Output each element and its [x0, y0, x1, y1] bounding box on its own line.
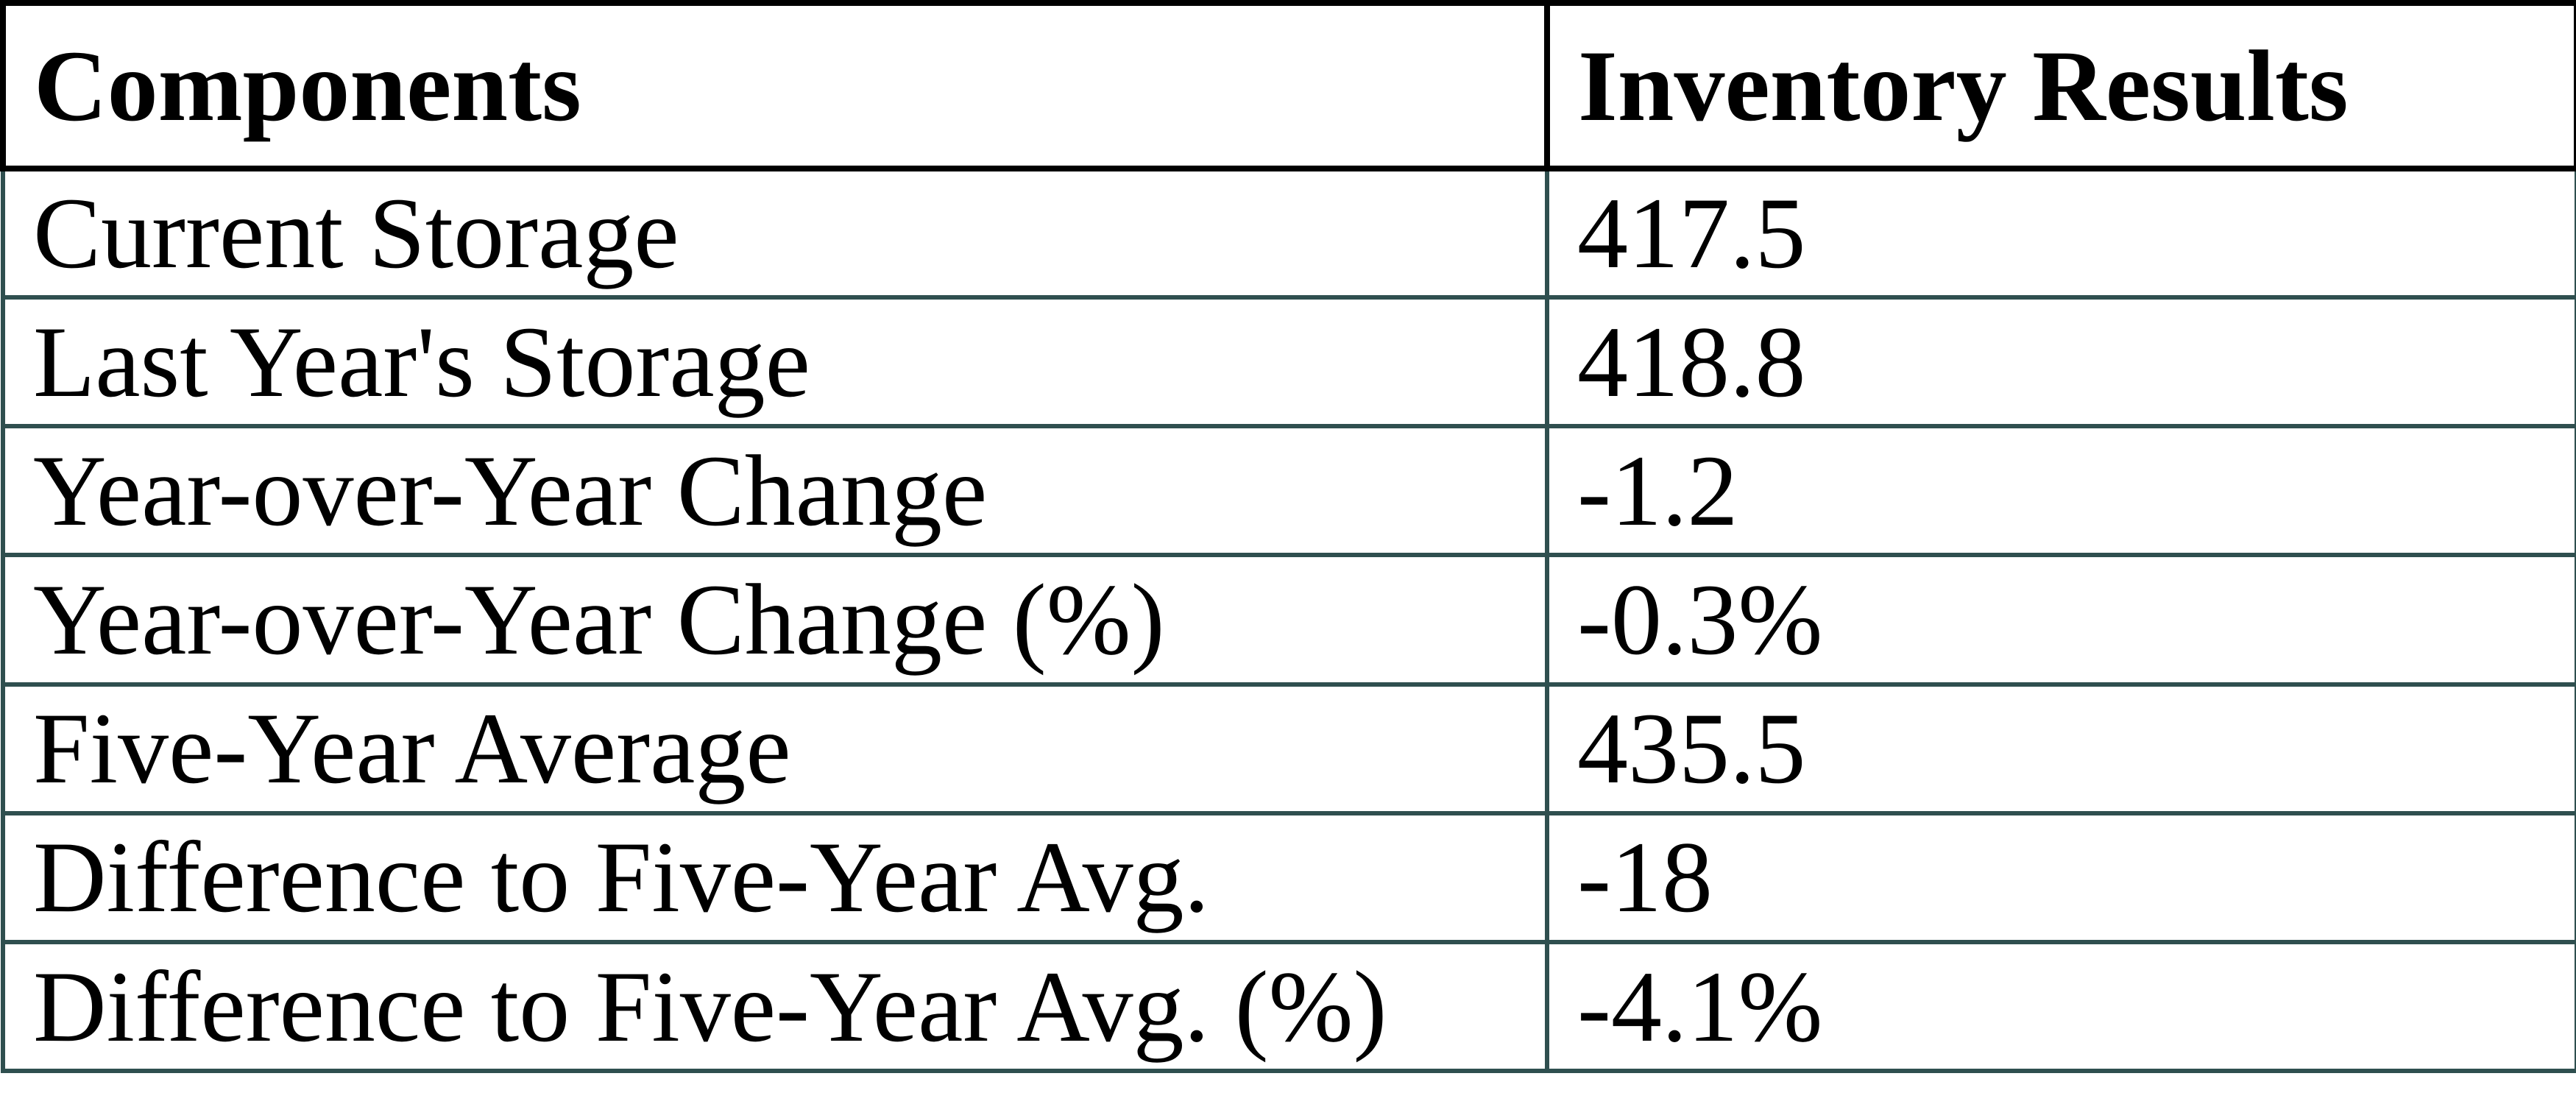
component-label: Year-over-Year Change (%) [1, 553, 1549, 687]
table-row: Year-over-Year Change -1.2 [1, 424, 2576, 558]
inventory-value: -18 [1545, 810, 2576, 944]
inventory-value: -4.1% [1545, 939, 2576, 1074]
table-row: Difference to Five-Year Avg. (%) -4.1% [1, 939, 2576, 1074]
component-label: Difference to Five-Year Avg. (%) [1, 939, 1549, 1074]
header-row: Components Inventory Results [0, 0, 2576, 171]
table-row: Difference to Five-Year Avg. -18 [1, 810, 2576, 944]
table-row: Last Year's Storage 418.8 [1, 295, 2576, 429]
column-header-inventory-results: Inventory Results [1544, 0, 2576, 171]
component-label: Difference to Five-Year Avg. [1, 810, 1549, 944]
inventory-value: 435.5 [1545, 682, 2576, 815]
table-row: Year-over-Year Change (%) -0.3% [1, 553, 2576, 687]
table-row: Five-Year Average 435.5 [1, 682, 2576, 815]
inventory-value: 418.8 [1545, 295, 2576, 429]
component-label: Current Storage [1, 166, 1549, 300]
column-header-components: Components [0, 0, 1550, 171]
component-label: Last Year's Storage [1, 295, 1549, 429]
inventory-value: -1.2 [1545, 424, 2576, 558]
component-label: Five-Year Average [1, 682, 1549, 815]
inventory-value: -0.3% [1545, 553, 2576, 687]
table-row: Current Storage 417.5 [1, 166, 2576, 300]
inventory-results-table: Components Inventory Results Current Sto… [0, 0, 2576, 1074]
component-label: Year-over-Year Change [1, 424, 1549, 558]
inventory-value: 417.5 [1545, 166, 2576, 300]
